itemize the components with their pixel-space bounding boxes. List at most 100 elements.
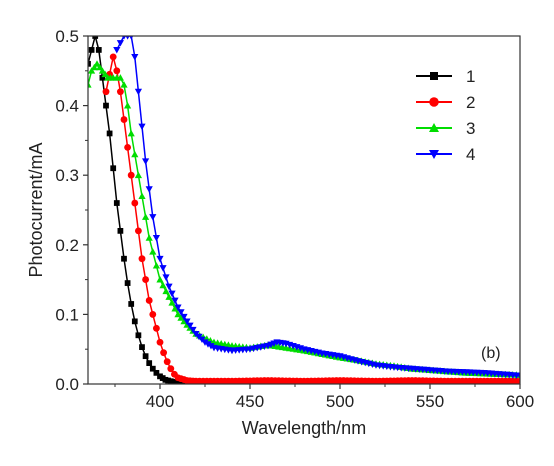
data-point (116, 40, 124, 47)
data-point (139, 344, 145, 350)
series-4 (113, 36, 520, 380)
data-point (162, 274, 170, 281)
legend-marker (429, 150, 439, 159)
data-point (177, 309, 185, 316)
data-point (152, 324, 160, 332)
data-point (92, 36, 99, 39)
data-point (99, 74, 106, 81)
data-point (142, 158, 150, 165)
legend-item-4: 4 (416, 145, 475, 164)
plot-frame (87, 35, 521, 385)
data-point (127, 129, 135, 137)
legend-item-1: 1 (416, 67, 475, 86)
panel-annotation: (b) (481, 345, 501, 362)
y-tick-label: 0.3 (55, 166, 79, 185)
y-tick-label: 0.0 (55, 375, 79, 394)
data-point (146, 360, 153, 366)
data-point (204, 341, 212, 348)
data-point (110, 165, 117, 172)
legend-label: 3 (466, 119, 475, 138)
y-tick-label: 0.4 (55, 97, 79, 116)
data-point (149, 365, 156, 372)
data-point (128, 301, 135, 307)
legend-marker (429, 97, 439, 107)
x-tick-label: 550 (416, 392, 444, 411)
data-point (171, 305, 179, 312)
legend: 1 2 3 4 (416, 67, 475, 164)
data-point (174, 310, 182, 318)
data-point (98, 67, 106, 74)
legend-marker (430, 72, 438, 80)
data-point (93, 60, 101, 67)
x-tick-label: 450 (236, 392, 264, 411)
data-point (116, 74, 124, 81)
data-point (131, 54, 139, 61)
data-point (163, 358, 171, 366)
y-tick-label: 0.5 (55, 27, 79, 46)
data-point (171, 297, 179, 305)
data-point (168, 299, 176, 306)
series-layer (88, 36, 520, 384)
legend-item-2: 2 (416, 93, 475, 112)
data-point (88, 67, 96, 74)
data-point (168, 290, 176, 298)
y-axis-title: Photocurrent/mA (26, 142, 46, 277)
data-point (125, 36, 130, 40)
data-point (122, 36, 126, 40)
data-point (101, 70, 109, 78)
data-point (174, 304, 182, 312)
data-point (135, 332, 142, 339)
data-point (149, 310, 157, 318)
data-point (165, 293, 173, 300)
data-point (124, 280, 131, 286)
data-point (516, 377, 520, 384)
data-point (106, 130, 113, 137)
legend-label: 4 (466, 145, 475, 164)
data-point (88, 81, 92, 88)
data-point (142, 276, 150, 284)
data-point (162, 287, 170, 295)
data-point (165, 283, 173, 291)
data-point (113, 47, 121, 54)
series-line-2 (105, 56, 520, 382)
data-point (160, 349, 168, 357)
data-point (145, 186, 153, 193)
data-point (156, 338, 164, 346)
data-point (159, 281, 167, 289)
series-line-4 (116, 36, 520, 377)
series-2 (102, 53, 520, 384)
data-point (175, 379, 181, 384)
data-point (516, 372, 520, 380)
data-point (124, 143, 132, 151)
data-point (116, 88, 124, 96)
data-point (180, 313, 188, 321)
x-tick-label: 500 (326, 392, 354, 411)
y-tick-label: 0.1 (55, 305, 79, 324)
series-line-1 (88, 36, 520, 384)
data-point (113, 67, 121, 75)
data-point (131, 150, 139, 158)
legend-marker (429, 123, 439, 132)
data-point (201, 339, 209, 346)
series-1 (88, 36, 520, 384)
x-tick-label: 600 (506, 392, 534, 411)
data-point (88, 60, 91, 67)
data-point (129, 36, 134, 40)
series-3 (88, 60, 520, 378)
data-point (90, 63, 98, 71)
data-point (121, 255, 127, 262)
data-point (152, 262, 160, 269)
data-point (159, 265, 167, 272)
data-point (88, 47, 95, 53)
data-point (138, 255, 146, 263)
data-point (138, 192, 146, 199)
axes-layer: 400 450 500 550 600 0.0 0.1 0.2 0.3 0.4 0.5 Wavelen… (26, 27, 534, 438)
data-point (96, 63, 104, 71)
data-point (95, 47, 102, 53)
data-point (142, 213, 150, 220)
data-point (109, 53, 117, 61)
data-point (117, 228, 124, 234)
data-point (153, 369, 160, 376)
